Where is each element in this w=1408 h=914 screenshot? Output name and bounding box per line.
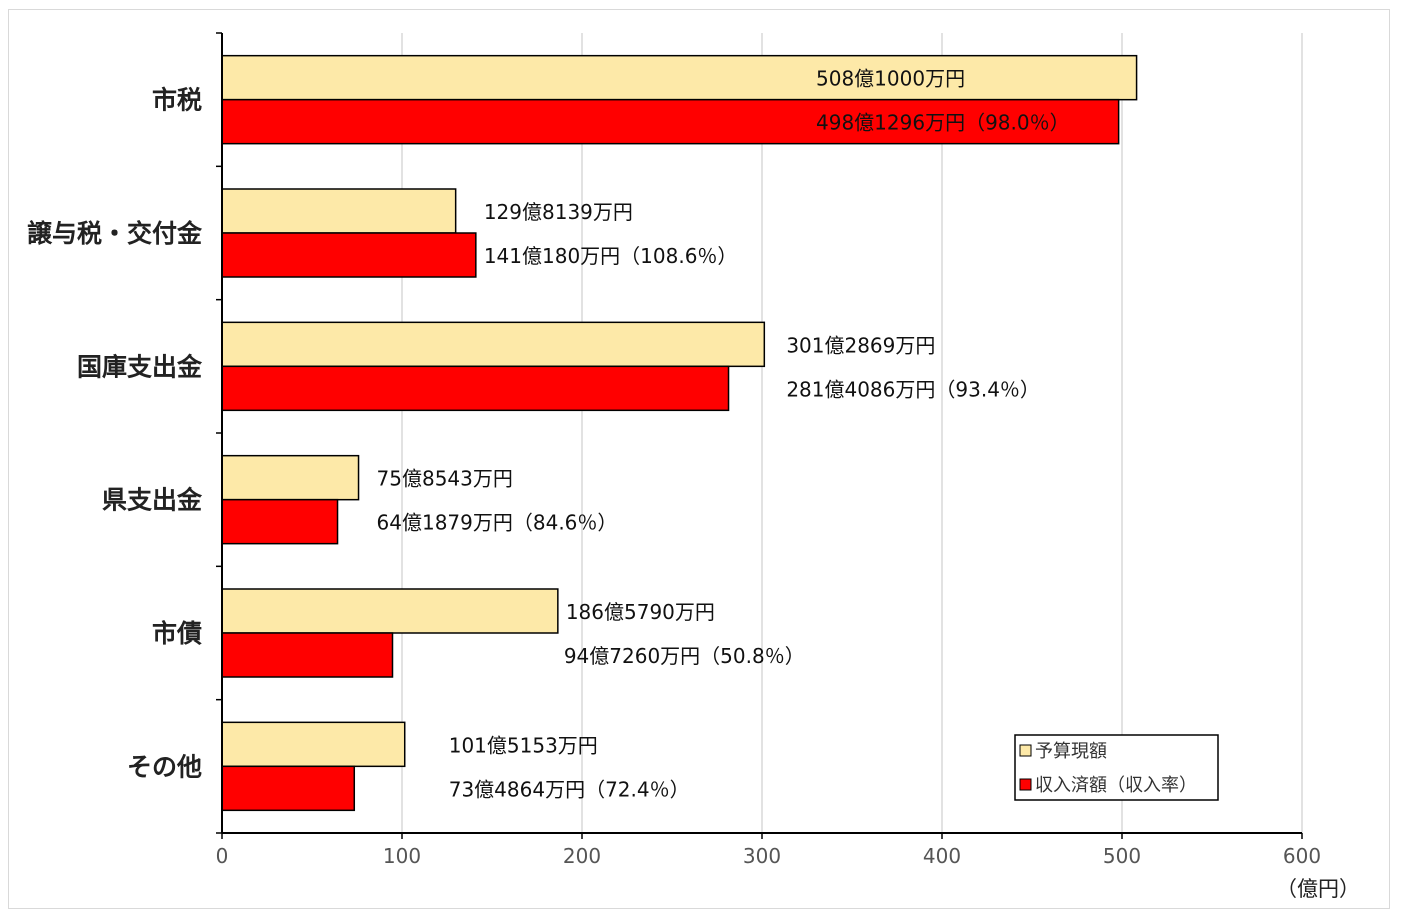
bar-budget	[221, 588, 559, 634]
x-tick-label: 500	[1103, 844, 1141, 868]
bar-revenue	[221, 365, 730, 412]
bar-budget	[221, 454, 360, 501]
bar-budget	[221, 321, 766, 368]
data-label-budget: 301億2869万円	[786, 333, 935, 357]
data-label-budget: 75億8543万円	[377, 467, 513, 491]
axes	[216, 32, 1303, 839]
grid-lines	[401, 33, 1303, 833]
data-label-revenue: 498億1296万円（98.0％）	[816, 111, 1070, 135]
bar-budget	[221, 721, 406, 768]
data-label-budget: 101億5153万円	[449, 733, 598, 757]
data-label-revenue: 94億7260万円（50.8％）	[564, 644, 805, 668]
data-label-budget: 186億5790万円	[566, 600, 715, 624]
labels: 0 100 200 300 400 500 600 市税 508億1000万円 498億1296万…	[27, 67, 1321, 868]
bar-revenue	[221, 232, 477, 278]
category-label: 県支出金	[102, 486, 203, 515]
bar-budget	[221, 54, 1138, 101]
bar-budget	[221, 188, 457, 234]
category-label: 市債	[152, 619, 202, 648]
chart-frame	[8, 9, 1390, 909]
data-label-revenue: 64億1879万円（84.6％）	[377, 511, 618, 535]
x-tick-label: 600	[1283, 844, 1321, 868]
legend-label-budget: 予算現額	[1035, 741, 1107, 762]
legend-swatch-budget	[1019, 744, 1032, 757]
data-label-revenue: 73億4864万円（72.4％）	[449, 777, 690, 801]
x-tick-label: 100	[383, 844, 421, 868]
legend: 予算現額 収入済額（収入率）	[1014, 734, 1219, 801]
data-label-budget: 129億8139万円	[484, 200, 633, 224]
data-label-revenue: 281億4086万円（93.4％）	[786, 377, 1040, 401]
category-label: 市税	[152, 86, 202, 115]
legend-swatch-revenue	[1019, 778, 1032, 791]
category-label: 国庫支出金	[77, 352, 203, 381]
data-label-revenue: 141億180万円（108.6％）	[484, 244, 738, 268]
legend-box	[1014, 734, 1219, 801]
data-label-budget: 508億1000万円	[816, 67, 965, 91]
category-label: その他	[127, 752, 202, 781]
x-tick-label: 0	[216, 844, 229, 868]
x-tick-label: 400	[923, 844, 961, 868]
category-label: 譲与税・交付金	[27, 219, 203, 248]
bars	[221, 54, 1138, 812]
bar-revenue	[221, 765, 356, 812]
unit-label: （億円）	[1276, 877, 1360, 901]
bar-revenue	[221, 98, 1120, 145]
bar-revenue	[221, 632, 394, 678]
x-tick-label: 200	[563, 844, 601, 868]
x-tick-label: 300	[743, 844, 781, 868]
legend-label-revenue: 収入済額（収入率）	[1035, 775, 1197, 796]
bar-revenue	[221, 498, 339, 545]
